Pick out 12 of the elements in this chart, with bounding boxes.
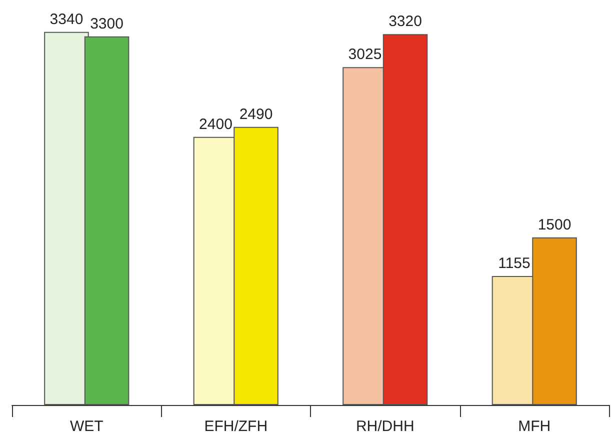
x-tick-label: RH/DHH bbox=[356, 418, 414, 435]
data-label: 3340 bbox=[50, 10, 84, 28]
data-label: 2400 bbox=[199, 116, 232, 133]
data-label: 1155 bbox=[498, 254, 530, 272]
data-label: 3320 bbox=[388, 13, 422, 30]
x-tick-label: MFH bbox=[518, 418, 551, 435]
x-tick-label: WET bbox=[70, 418, 104, 435]
data-label: 2490 bbox=[239, 106, 273, 123]
x-tick-label: EFH/ZFH bbox=[204, 418, 268, 435]
data-label: 3025 bbox=[348, 46, 382, 64]
data-label: 1500 bbox=[538, 216, 572, 234]
data-label: 3300 bbox=[90, 15, 124, 32]
